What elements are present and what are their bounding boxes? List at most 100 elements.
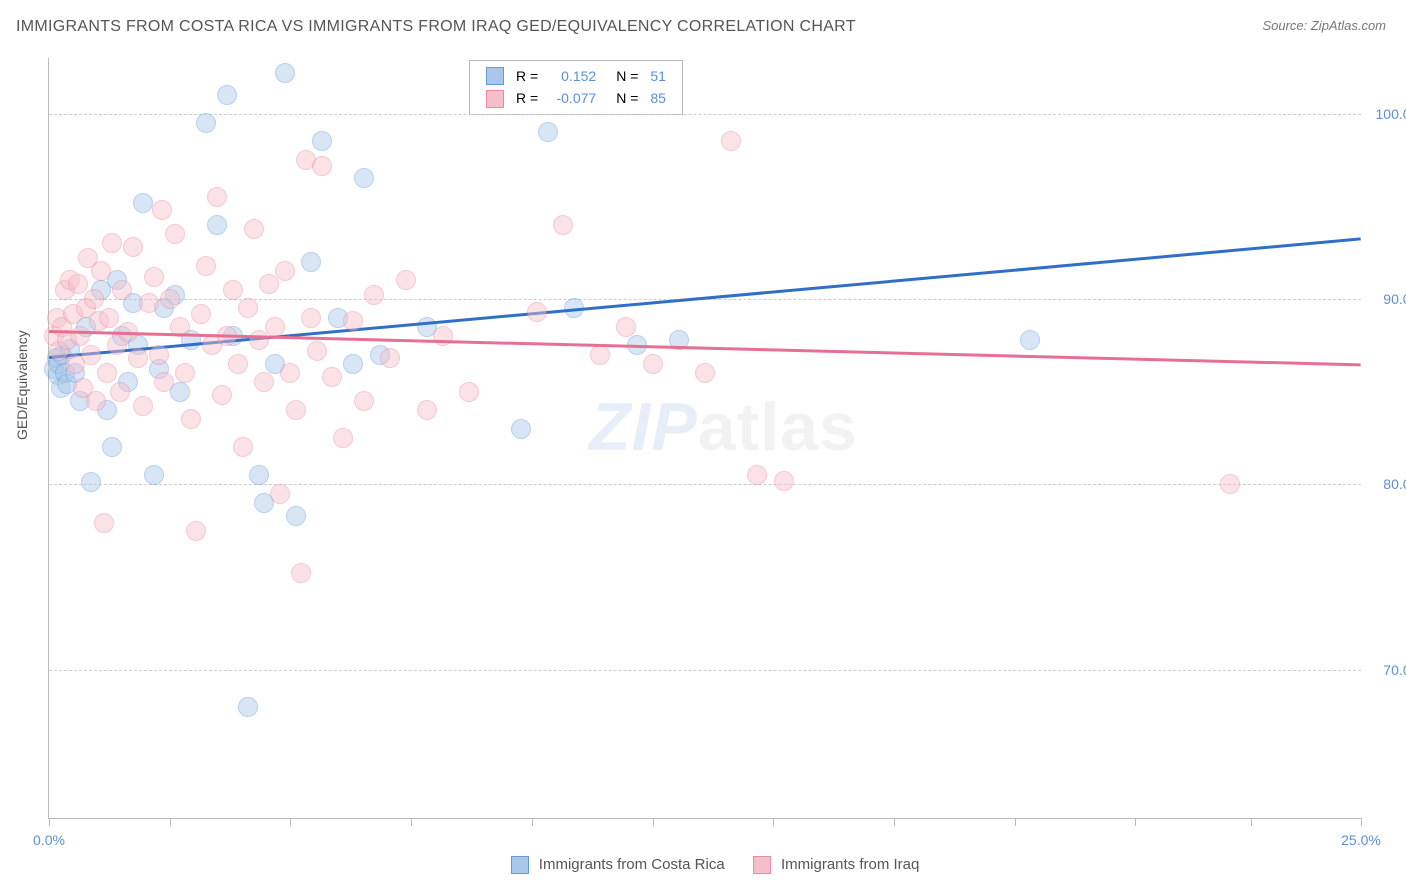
scatter-point [747,465,767,485]
scatter-point [86,391,106,411]
scatter-point [643,354,663,374]
y-tick-label: 80.0% [1368,476,1406,492]
scatter-point [196,113,216,133]
scatter-point [270,484,290,504]
scatter-point [233,437,253,457]
scatter-point [254,372,274,392]
x-tick [1135,818,1136,826]
legend-series-1: Immigrants from Costa Rica [539,856,725,873]
scatter-point [1020,330,1040,350]
scatter-point [154,372,174,392]
scatter-point [196,256,216,276]
scatter-point [695,363,715,383]
scatter-point [128,348,148,368]
scatter-point [1220,474,1240,494]
y-tick-label: 70.0% [1368,662,1406,678]
scatter-point [144,267,164,287]
chart-title: IMMIGRANTS FROM COSTA RICA VS IMMIGRANTS… [16,18,856,36]
scatter-point [527,302,547,322]
scatter-point [433,326,453,346]
scatter-point [396,270,416,290]
scatter-point [312,131,332,151]
scatter-point [144,465,164,485]
scatter-point [721,131,741,151]
gridline [49,670,1361,671]
x-tick [773,818,774,826]
scatter-point [354,168,374,188]
x-tick [49,818,50,826]
scatter-point [91,261,111,281]
scatter-point [265,317,285,337]
scatter-point [133,193,153,213]
scatter-point [244,219,264,239]
scatter-point [139,293,159,313]
scatter-point [81,472,101,492]
scatter-point [616,317,636,337]
chart-source: Source: ZipAtlas.com [1262,18,1386,33]
scatter-point [102,437,122,457]
scatter-point [511,419,531,439]
scatter-point [99,308,119,328]
scatter-point [70,326,90,346]
x-tick [170,818,171,826]
scatter-point [133,396,153,416]
scatter-point [207,187,227,207]
scatter-point [774,471,794,491]
scatter-point [590,345,610,365]
x-tick-label: 25.0% [1341,832,1381,848]
scatter-point [112,280,132,300]
scatter-point [81,345,101,365]
scatter-point [94,513,114,533]
scatter-point [191,304,211,324]
scatter-point [238,697,258,717]
scatter-point [364,285,384,305]
scatter-point [238,298,258,318]
scatter-point [223,280,243,300]
x-tick-label: 0.0% [33,832,65,848]
scatter-point [354,391,374,411]
scatter-point [249,465,269,485]
scatter-point [307,341,327,361]
scatter-point [343,311,363,331]
scatter-point [286,400,306,420]
scatter-point [312,156,332,176]
scatter-point [538,122,558,142]
gridline [49,114,1361,115]
scatter-point [97,363,117,383]
scatter-point [322,367,342,387]
legend-bottom: Immigrants from Costa Rica Immigrants fr… [0,856,1406,874]
x-tick [894,818,895,826]
scatter-point [102,233,122,253]
x-tick [1251,818,1252,826]
watermark: ZIPatlas [589,388,858,466]
y-tick-label: 90.0% [1368,291,1406,307]
scatter-point [228,354,248,374]
scatter-point [343,354,363,374]
scatter-point [123,237,143,257]
scatter-point [286,506,306,526]
scatter-point [68,274,88,294]
scatter-point [417,400,437,420]
scatter-point [175,363,195,383]
x-tick [532,818,533,826]
scatter-point [217,85,237,105]
legend-series-2: Immigrants from Iraq [781,856,919,873]
plot-area: ZIPatlas R = 0.152 N = 51 R = -0.077 N =… [48,58,1361,819]
scatter-point [333,428,353,448]
scatter-point [212,385,232,405]
scatter-point [160,289,180,309]
x-tick [411,818,412,826]
scatter-point [207,215,227,235]
gridline [49,484,1361,485]
scatter-point [301,252,321,272]
scatter-point [459,382,479,402]
scatter-point [291,563,311,583]
scatter-point [149,345,169,365]
x-tick [1361,818,1362,826]
scatter-point [186,521,206,541]
scatter-point [553,215,573,235]
scatter-point [275,63,295,83]
scatter-point [275,261,295,281]
scatter-point [181,409,201,429]
x-tick [653,818,654,826]
